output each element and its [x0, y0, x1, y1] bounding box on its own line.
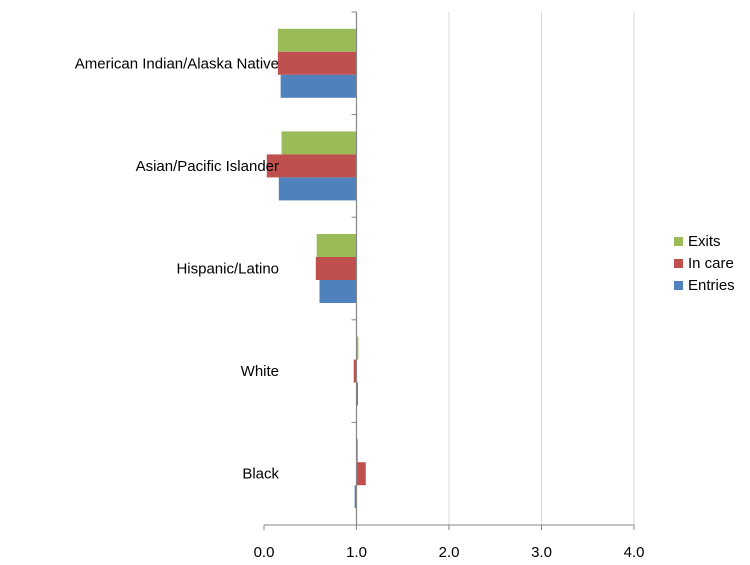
legend-label: Entries — [688, 277, 735, 294]
legend-swatch-entries — [674, 281, 683, 290]
category-label: Black — [242, 466, 279, 483]
bar-exits — [356, 439, 358, 463]
bar-in-care — [277, 51, 357, 75]
x-tick-labels: 0.0 1.0 2.0 3.0 4.0 — [254, 544, 645, 561]
bar-exits — [316, 234, 357, 257]
legend-swatch-exits — [674, 237, 683, 246]
legend[interactable]: Exits In care Entries — [674, 233, 735, 294]
category-label: American Indian/Alaska Native — [75, 55, 279, 72]
category-labels: American Indian/Alaska Native Asian/Pacif… — [75, 55, 280, 482]
bar-in-care — [315, 257, 357, 280]
category-label: Hispanic/Latino — [176, 261, 279, 278]
category-label: White — [241, 363, 279, 380]
bar-exits — [356, 336, 359, 360]
x-tick-label: 3.0 — [531, 544, 552, 561]
bar-entries — [319, 280, 357, 303]
bar-entries — [356, 382, 358, 406]
bar-entries — [354, 485, 357, 509]
axes — [263, 11, 635, 530]
gridlines — [448, 12, 635, 525]
bar-exits — [277, 28, 357, 52]
bar-entries — [278, 177, 357, 201]
legend-label: Exits — [688, 233, 721, 250]
bars — [266, 28, 366, 509]
x-tick-label: 0.0 — [254, 544, 275, 561]
category-label: Asian/Pacific Islander — [136, 158, 279, 175]
bar-entries — [280, 74, 357, 98]
x-tick-label: 4.0 — [624, 544, 645, 561]
bar-in-care — [266, 154, 357, 178]
legend-swatch-in-care — [674, 259, 683, 268]
x-tick-label: 2.0 — [439, 544, 460, 561]
legend-label: In care — [688, 255, 734, 272]
bar-in-care — [353, 359, 357, 383]
bar-in-care — [356, 462, 366, 486]
bar-exits — [281, 131, 357, 155]
x-tick-label: 1.0 — [346, 544, 367, 561]
